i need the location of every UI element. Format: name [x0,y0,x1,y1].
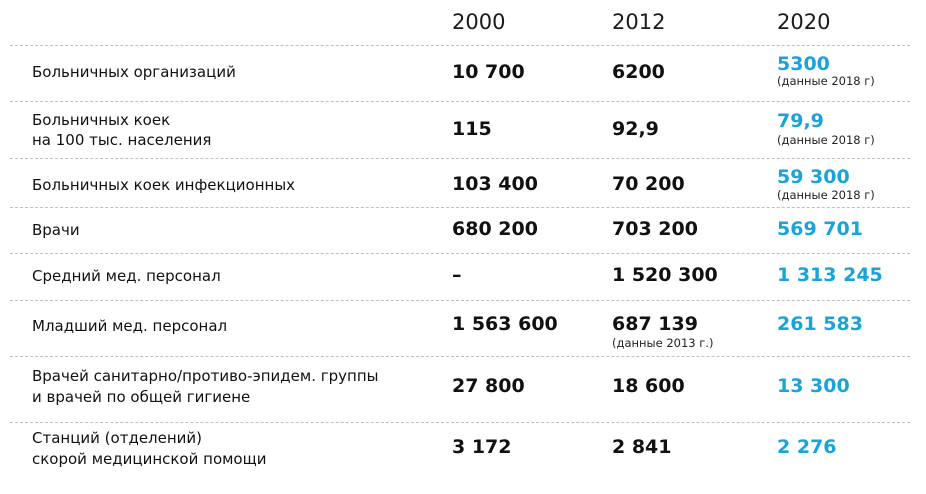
row-label: Врачи [32,221,80,239]
value-2012: 703 200 [612,218,698,240]
value-2000: 680 200 [452,218,538,240]
value-2012: 687 139 [612,313,698,335]
row-divider [10,158,910,159]
value-2020: 59 300 [777,166,850,188]
value-2012: 1 520 300 [612,264,718,286]
header-year-2012: 2012 [612,10,666,34]
row-divider [10,253,910,254]
header-year-2020: 2020 [777,10,831,34]
note-2012: (данные 2013 г.) [612,336,714,350]
row-label-line1: Больничных коек [32,111,171,129]
note-2020: (данные 2018 г) [777,74,875,88]
value-2012: 2 841 [612,436,672,458]
row-label-line2: и врачей по общей гигиене [32,388,251,406]
row-divider [10,356,910,357]
value-2020: 261 583 [777,313,863,335]
value-2012: 18 600 [612,375,685,397]
value-2000: 103 400 [452,173,538,195]
value-2000: 1 563 600 [452,313,558,335]
row-divider [10,45,910,46]
header-year-2000: 2000 [452,10,506,34]
row-divider [10,422,910,423]
row-label: Средний мед. персонал [32,267,221,285]
value-2000: 27 800 [452,375,525,397]
row-label: Больничных коек инфекционных [32,176,296,194]
row-label-line1: Станций (отделений) [32,429,203,447]
row-divider [10,207,910,208]
value-2020: 5300 [777,53,830,75]
value-2000: 3 172 [452,436,512,458]
row-label-line2: на 100 тыс. населения [32,131,212,149]
value-2020: 13 300 [777,375,850,397]
table-header: 2000 2012 2020 [0,10,926,40]
value-2020: 2 276 [777,436,837,458]
row-divider [10,101,910,102]
value-2012: 92,9 [612,118,659,140]
note-2020: (данные 2018 г) [777,133,875,147]
value-2012: 6200 [612,61,665,83]
row-label-line1: Врачей санитарно/противо-эпидем. группы [32,367,379,385]
note-2020: (данные 2018 г) [777,188,875,202]
value-2012: 70 200 [612,173,685,195]
row-label: Больничных организаций [32,63,236,81]
row-divider [10,300,910,301]
value-2020: 1 313 245 [777,264,883,286]
row-label-line2: скорой медицинской помощи [32,450,267,468]
row-label: Младший мед. персонал [32,317,228,335]
value-2020: 79,9 [777,110,824,132]
value-2000: 10 700 [452,61,525,83]
value-2000: 115 [452,118,492,140]
value-2000: – [452,264,462,286]
value-2020: 569 701 [777,218,863,240]
